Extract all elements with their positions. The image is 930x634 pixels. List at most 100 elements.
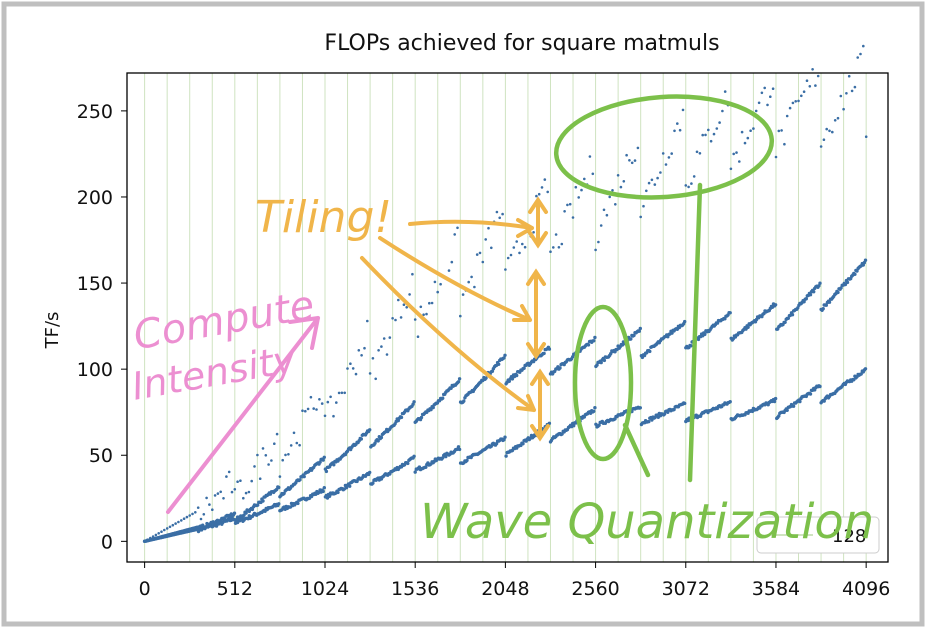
data-point [723,90,727,93]
data-point [165,527,169,530]
data-point [368,428,372,432]
data-point [715,127,719,130]
data-point [703,332,707,337]
data-point [201,523,205,527]
data-point [728,400,732,404]
data-point [640,355,645,360]
data-point [786,316,790,320]
data-point [302,474,306,479]
annotation-wave-text: Wave Quantization [420,494,874,550]
data-point [424,465,428,469]
data-point [611,189,614,192]
data-point [453,233,457,236]
data-point [399,316,403,319]
data-point [845,92,848,95]
data-point [374,377,378,381]
data-point [289,444,293,447]
data-point [411,272,414,276]
data-point [802,90,806,93]
data-point [773,396,778,401]
data-point [842,107,845,111]
data-point [515,373,519,378]
data-point [552,246,555,249]
data-point [752,127,755,130]
data-point [298,443,301,447]
data-point [185,515,189,519]
data-point [376,439,380,443]
data-point [196,528,201,532]
data-point [429,407,433,412]
data-point [357,349,361,352]
data-point [597,240,600,244]
data-point [261,499,265,503]
data-point [371,357,375,360]
data-point [433,280,437,284]
data-point [250,507,255,512]
data-point [498,216,502,220]
data-point [422,313,425,317]
data-point [462,399,466,403]
data-point [798,399,802,404]
data-point [225,475,228,478]
x-tick-label: 3584 [752,578,800,600]
data-point [242,496,245,500]
data-point [659,171,662,174]
data-point [332,414,335,418]
tiling-bracket-1 [528,196,548,249]
data-point [253,465,256,468]
data-point [428,301,431,305]
tiling-arrow-3 [360,256,536,412]
data-point [856,56,859,59]
data-point [359,437,363,441]
data-point [563,210,566,213]
data-point [769,95,772,98]
data-point [839,94,843,98]
x-tick-label: 2560 [571,578,619,600]
data-point [817,284,821,288]
data-point [824,303,828,307]
data-point [797,99,800,103]
data-point [371,481,375,485]
data-point [783,142,786,146]
data-point [543,178,547,181]
data-point [637,329,641,333]
x-tick-label: 1024 [301,578,349,600]
data-point [322,455,326,459]
data-point [151,535,155,538]
data-point [695,150,699,154]
data-point [503,435,507,439]
y-tick-label: 0 [101,531,113,553]
data-point [441,396,445,400]
data-point [287,453,290,456]
data-point [614,203,617,206]
data-point [244,491,248,495]
data-point [320,402,324,405]
data-point [864,135,868,138]
data-point [419,415,424,420]
annotation-wave: Wave Quantization [420,94,874,550]
data-point [304,409,307,413]
data-point [211,508,214,512]
data-point [188,514,191,517]
tiling-arrow-2 [378,236,532,322]
data-point [683,401,687,406]
data-point [687,185,690,189]
data-point [301,409,304,413]
data-point [853,85,857,89]
data-point [771,87,775,90]
data-point [583,177,586,181]
y-axis-label: TF/s [42,312,63,350]
data-point [277,485,281,490]
data-point [670,152,673,155]
data-point [808,85,812,88]
data-point [315,408,318,411]
data-point [729,167,733,171]
data-point [219,490,222,494]
data-point [239,479,242,483]
data-point [222,497,225,500]
data-point [346,367,349,370]
data-point [232,511,237,515]
legend-label: 128 [832,526,866,547]
data-point [295,441,299,445]
